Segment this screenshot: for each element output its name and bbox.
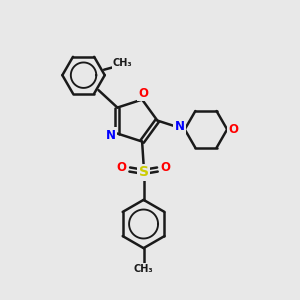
- Text: O: O: [117, 161, 127, 174]
- Text: CH₃: CH₃: [113, 58, 132, 68]
- Text: N: N: [174, 120, 184, 133]
- Text: O: O: [139, 87, 148, 100]
- Text: O: O: [229, 123, 238, 136]
- Text: O: O: [160, 161, 170, 174]
- Text: CH₃: CH₃: [134, 264, 153, 274]
- Text: S: S: [139, 166, 148, 179]
- Text: N: N: [106, 128, 116, 142]
